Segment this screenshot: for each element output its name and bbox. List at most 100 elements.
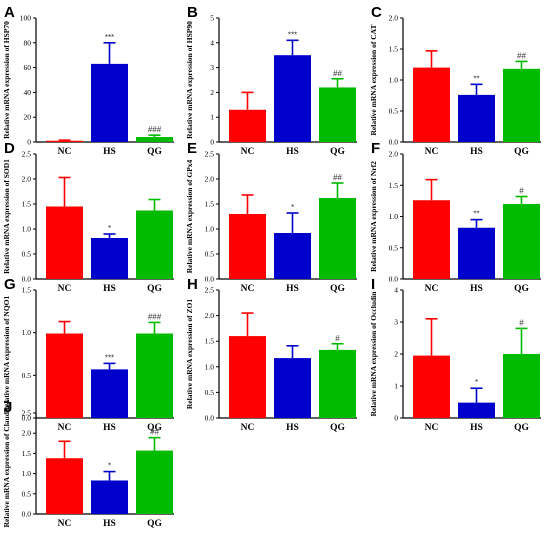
bar-h-nc: [229, 336, 266, 418]
category-label-d-hs: HS: [103, 284, 116, 294]
y-axis-label-g: Relative mRNA expression of NQO1: [2, 295, 11, 412]
panel-label-j: J: [4, 399, 12, 416]
y-tick-label-a-3: 60: [24, 63, 32, 72]
panel-label-f: F: [371, 140, 380, 157]
category-label-a-nc: NC: [58, 147, 72, 157]
y-tick-label-c-2: 1.0: [389, 76, 399, 85]
bar-e-hs: [274, 233, 311, 279]
bar-d-nc: [46, 206, 83, 279]
y-tick-label-h-0: 0.0: [205, 414, 215, 423]
y-tick-label-c-0: 0.0: [389, 138, 399, 147]
bar-i-nc: [413, 355, 450, 418]
significance-i-qg: #: [519, 318, 524, 327]
category-label-i-qg: QG: [514, 423, 529, 433]
panel-label-a: A: [4, 4, 15, 21]
y-tick-label-h-4: 2.0: [205, 311, 215, 320]
y-axis-label-h: Relative mRNA expression of ZO1: [185, 299, 194, 410]
category-label-f-nc: NC: [425, 284, 439, 294]
bar-c-hs: [458, 94, 495, 142]
bar-i-qg: [503, 354, 540, 418]
y-tick-label-h-5: 2.5: [205, 286, 215, 295]
y-tick-label-a-5: 100: [20, 14, 32, 23]
bar-f-hs: [458, 227, 495, 279]
bar-h-qg: [319, 349, 356, 418]
y-tick-label-i-4: 4: [394, 286, 398, 295]
y-tick-label-b-3: 3: [210, 63, 214, 72]
significance-g-hs: ***: [105, 353, 114, 362]
bar-g-qg: [136, 333, 173, 418]
y-tick-label-j-2: 1.0: [22, 469, 32, 478]
category-label-h-nc: NC: [241, 423, 255, 433]
bar-b-hs: [274, 55, 311, 143]
significance-j-hs: *: [108, 462, 111, 471]
panel-label-i: I: [371, 276, 375, 293]
y-tick-label-g-1: 0.5: [22, 371, 32, 380]
bar-a-nc: [46, 140, 83, 142]
y-tick-label-d-0: 0.0: [22, 275, 32, 284]
category-label-j-hs: HS: [103, 519, 116, 529]
y-tick-label-j-0: 0.0: [22, 510, 32, 519]
y-axis-label-a: Relative mRNA expression of HSP70: [2, 21, 11, 139]
y-tick-label-a-0: 0: [27, 138, 31, 147]
significance-b-qg: ##: [333, 69, 342, 78]
panel-label-e: E: [187, 140, 197, 157]
y-tick-label-j-5: 2.5: [22, 409, 32, 418]
y-tick-label-f-4: 2.0: [389, 150, 399, 159]
category-label-c-hs: HS: [470, 147, 483, 157]
bar-f-nc: [413, 200, 450, 279]
y-tick-label-j-4: 2.0: [22, 429, 32, 438]
y-tick-label-b-0: 0: [210, 138, 214, 147]
y-tick-label-c-1: 0.5: [389, 107, 399, 116]
y-axis-label-c: Relative mRNA expression of CAT: [369, 25, 378, 136]
category-label-d-qg: QG: [147, 284, 162, 294]
panel-label-d: D: [4, 140, 15, 157]
y-axis-label-j: Relative mRNA expression of Claudin-1: [2, 399, 11, 527]
y-tick-label-f-2: 1.0: [389, 212, 399, 221]
significance-e-hs: *: [291, 203, 294, 212]
y-tick-label-b-1: 1: [210, 113, 214, 122]
panel-label-b: B: [187, 4, 198, 21]
bar-h-hs: [274, 358, 311, 418]
category-label-g-qg: QG: [147, 423, 162, 433]
y-axis-label-f: Relative mRNA expression of Nrf2: [369, 161, 378, 272]
category-label-b-hs: HS: [286, 147, 299, 157]
bar-j-qg: [136, 450, 173, 514]
category-label-h-qg: QG: [330, 423, 345, 433]
bar-b-nc: [229, 109, 266, 142]
y-tick-label-e-5: 2.5: [205, 150, 215, 159]
panel-label-h: H: [187, 276, 198, 293]
y-tick-label-f-3: 1.5: [389, 181, 399, 190]
y-tick-label-d-1: 0.5: [22, 250, 32, 259]
category-label-e-nc: NC: [241, 284, 255, 294]
bar-e-nc: [229, 214, 266, 279]
y-tick-label-e-1: 0.5: [205, 250, 215, 259]
panel-label-c: C: [371, 4, 382, 21]
y-tick-label-b-5: 5: [210, 14, 214, 23]
y-tick-label-a-4: 80: [24, 38, 32, 47]
category-label-g-nc: NC: [58, 423, 72, 433]
category-label-a-hs: HS: [103, 147, 116, 157]
category-label-e-hs: HS: [286, 284, 299, 294]
y-tick-label-d-3: 1.5: [22, 200, 32, 209]
y-tick-label-j-1: 0.5: [22, 489, 32, 498]
y-axis-label-d: Relative mRNA expression of SOD1: [2, 159, 11, 274]
y-tick-label-g-0: 0.0: [22, 414, 32, 423]
y-tick-label-h-1: 0.5: [205, 388, 215, 397]
y-tick-label-d-2: 1.0: [22, 225, 32, 234]
significance-f-hs: **: [473, 210, 479, 219]
significance-b-hs: ***: [288, 30, 297, 39]
bar-f-qg: [503, 204, 540, 279]
bar-g-nc: [46, 333, 83, 418]
bar-a-qg: [136, 137, 173, 142]
y-tick-label-i-2: 2: [394, 350, 398, 359]
y-tick-label-f-0: 0.0: [389, 275, 399, 284]
bar-d-hs: [91, 238, 128, 279]
category-label-j-nc: NC: [58, 519, 72, 529]
bar-g-hs: [91, 369, 128, 418]
y-tick-label-e-0: 0.0: [205, 275, 215, 284]
significance-a-qg: ###: [148, 125, 162, 134]
y-axis-label-b: Relative mRNA expression of HSP90: [185, 21, 194, 139]
category-label-i-hs: HS: [470, 423, 483, 433]
significance-i-hs: *: [475, 378, 478, 387]
